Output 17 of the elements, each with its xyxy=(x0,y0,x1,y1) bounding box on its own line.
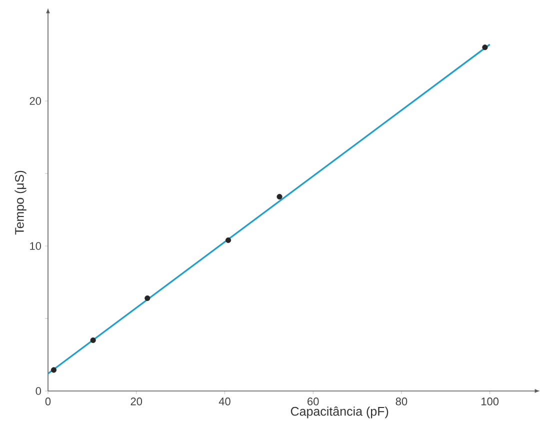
x-tick-label: 40 xyxy=(218,398,230,406)
point xyxy=(482,44,488,50)
y-axis-title: Tempo (μS) xyxy=(14,170,26,235)
x-tick-label: 0 xyxy=(45,398,51,406)
y-tick-label: 0 xyxy=(36,387,42,395)
y-tick-label: 20 xyxy=(30,97,42,105)
point xyxy=(225,237,232,243)
y-tick-label: 10 xyxy=(30,242,42,250)
point xyxy=(276,194,282,200)
x-tick-label: 20 xyxy=(130,398,142,406)
point xyxy=(144,295,150,301)
point xyxy=(90,337,96,344)
x-tick-label: 60 xyxy=(308,398,319,406)
x-tick-label: 100 xyxy=(481,398,499,406)
point xyxy=(50,367,57,373)
x-tick-label: 80 xyxy=(396,398,408,406)
x-axis-title: Capacitância (pF) xyxy=(290,406,388,418)
